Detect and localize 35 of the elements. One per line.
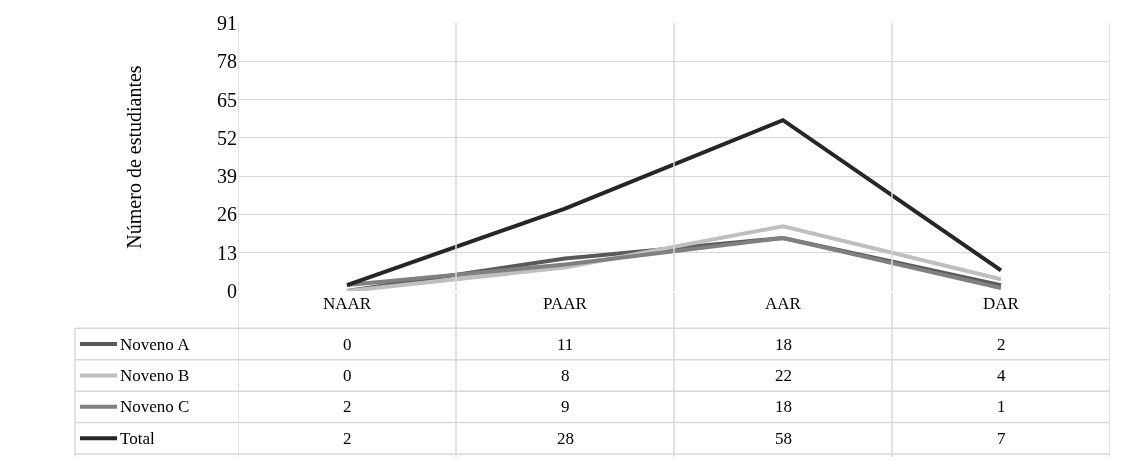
legend-label: Total bbox=[120, 429, 155, 448]
x-tick-label: PAAR bbox=[543, 294, 588, 313]
data-label: 0 bbox=[343, 366, 352, 385]
data-label: 2 bbox=[997, 335, 1006, 354]
data-label: 28 bbox=[557, 429, 574, 448]
y-tick-label: 91 bbox=[217, 12, 237, 34]
data-label: 22 bbox=[775, 366, 792, 385]
data-label: 8 bbox=[561, 366, 570, 385]
data-label: 2 bbox=[343, 429, 352, 448]
data-label: 7 bbox=[997, 429, 1006, 448]
data-label: 18 bbox=[775, 335, 792, 354]
y-tick-label: 13 bbox=[217, 241, 237, 264]
line-series bbox=[345, 118, 1003, 288]
data-label: 4 bbox=[997, 366, 1006, 385]
data-label: 0 bbox=[343, 335, 352, 354]
y-tick-label: 65 bbox=[217, 88, 237, 111]
x-tick-label: AAR bbox=[765, 294, 802, 313]
y-tick-label: 52 bbox=[217, 126, 237, 149]
y-axis-title: Número de estudiantes bbox=[122, 65, 145, 249]
legend-label: Noveno A bbox=[120, 335, 191, 354]
legend-label: Noveno B bbox=[120, 366, 190, 385]
x-tick-label: DAR bbox=[983, 294, 1020, 313]
legend-label: Noveno C bbox=[120, 397, 190, 416]
data-label: 11 bbox=[557, 335, 574, 354]
y-tick-label: 39 bbox=[217, 165, 237, 188]
data-label: 58 bbox=[775, 429, 792, 448]
y-tick-label: 78 bbox=[217, 50, 237, 73]
x-tick-label: NAAR bbox=[322, 294, 372, 313]
data-label: 9 bbox=[561, 397, 570, 416]
data-label: 18 bbox=[775, 397, 792, 416]
data-label: 1 bbox=[997, 397, 1006, 416]
line-series bbox=[345, 224, 1003, 291]
data-label: 2 bbox=[343, 397, 352, 416]
y-tick-label: 26 bbox=[217, 203, 237, 226]
y-tick-label: 0 bbox=[227, 280, 237, 302]
